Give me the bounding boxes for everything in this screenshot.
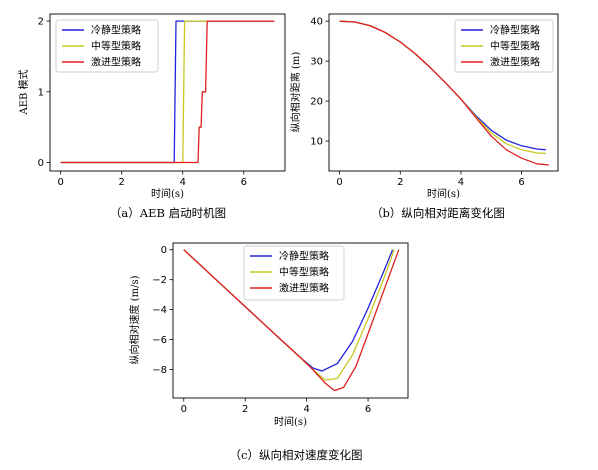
y-tick-label: 30 xyxy=(310,57,323,68)
legend-entry-1: 冷静型策略 xyxy=(279,250,329,263)
x-tick-label: 4 xyxy=(303,404,309,415)
x-tick-label: 2 xyxy=(119,177,125,188)
legend-entry-1: 冷静型策略 xyxy=(91,24,141,37)
y-tick-label: 0 xyxy=(38,158,44,169)
x-tick-label: 0 xyxy=(181,404,187,415)
y-tick-label: −6 xyxy=(152,335,167,346)
x-tick-label: 6 xyxy=(365,404,371,415)
x-tick-label: 2 xyxy=(397,177,403,188)
x-axis-label: 时间(s) xyxy=(427,187,460,200)
x-tick-label: 4 xyxy=(458,177,464,188)
legend-entry-3: 激进型策略 xyxy=(279,282,329,295)
legend-box xyxy=(454,19,554,73)
legend-entry-2: 中等型策略 xyxy=(91,40,141,53)
y-axis-label: 纵向相对距离 (m) xyxy=(289,52,302,133)
legend-entry-2: 中等型策略 xyxy=(279,266,329,279)
x-tick-label: 0 xyxy=(57,177,63,188)
figure-caption: （b）纵向相对距离变化图 xyxy=(371,206,505,220)
legend-entry-2: 中等型策略 xyxy=(490,40,540,53)
plot-frame xyxy=(49,13,286,172)
y-tick-label: 40 xyxy=(310,17,323,28)
y-tick-label: −8 xyxy=(152,365,167,376)
y-tick-label: 1 xyxy=(38,87,44,98)
x-tick-label: 6 xyxy=(518,177,524,188)
plot-frame xyxy=(172,242,409,399)
legend-entry-3: 激进型策略 xyxy=(490,56,540,69)
chart-panel-3: 0 2 4 6 0 −2 −4 −6 −8 时间(s) 纵向相对速度 (m/s) 冷静型策略中等型策略… xyxy=(128,242,409,462)
legend-entry-3: 激进型策略 xyxy=(91,56,141,69)
legend-box xyxy=(55,19,159,73)
y-tick-label: −4 xyxy=(152,305,167,316)
x-tick-label: 4 xyxy=(180,177,186,188)
x-tick-label: 6 xyxy=(241,177,247,188)
x-axis-label: 时间(s) xyxy=(151,187,184,200)
y-tick-label: 2 xyxy=(38,17,44,28)
chart-panel-2: 0 2 4 6 10 20 30 40 时间(s) 纵向相对距离 (m) 冷静型策略中等型策略激进型… xyxy=(289,13,559,220)
y-tick-label: 0 xyxy=(161,245,167,256)
y-tick-label: 20 xyxy=(310,97,323,108)
figure-caption: （c）纵向相对速度变化图 xyxy=(230,448,363,462)
figure-caption: （a）AEB 启动时机图 xyxy=(110,206,226,220)
plot-frame xyxy=(328,13,559,172)
x-tick-label: 0 xyxy=(336,177,342,188)
legend-entry-1: 冷静型策略 xyxy=(490,24,540,37)
series-line-3 xyxy=(60,20,275,164)
y-tick-label: −2 xyxy=(152,275,167,286)
x-tick-label: 2 xyxy=(242,404,248,415)
y-axis-label: 纵向相对速度 (m/s) xyxy=(128,275,141,364)
series-line-3 xyxy=(339,20,549,166)
legend-box xyxy=(243,245,345,301)
series-line-3 xyxy=(183,249,400,392)
y-axis-label: AEB 模式 xyxy=(17,69,30,115)
x-axis-label: 时间(s) xyxy=(274,415,307,428)
y-tick-label: 10 xyxy=(310,137,323,148)
